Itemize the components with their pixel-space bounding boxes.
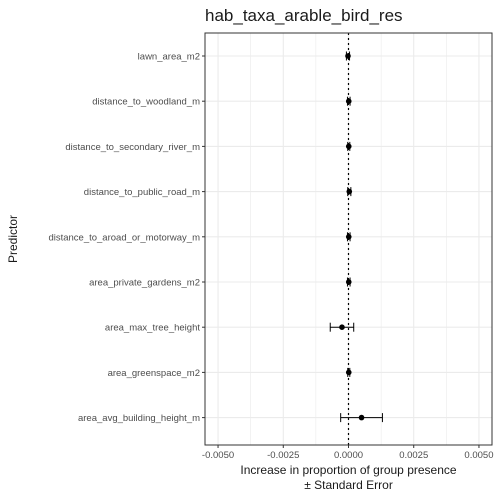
x-tick-label: -0.0025 (267, 450, 299, 461)
x-axis-title-line2: ± Standard Error (304, 478, 393, 492)
y-tick-label: lawn_area_m2 (138, 52, 200, 63)
data-point (345, 234, 352, 240)
y-tick-label: area_avg_building_height_m (78, 413, 200, 424)
y-tick-label: distance_to_aroad_or_motorway_m (48, 232, 200, 243)
data-point (358, 414, 365, 421)
y-axis-title: Predictor (6, 215, 20, 263)
y-tick-labels: lawn_area_m2 distance_to_woodland_mdistan… (48, 52, 205, 424)
data-point (345, 369, 352, 376)
x-axis-title: Increase in proportion of group presence (240, 463, 456, 477)
data-point (345, 53, 351, 59)
y-tick-label: area_max_tree_height (105, 323, 200, 334)
y-tick-label: area_private_gardens_m2 (89, 278, 200, 289)
y-tick-label: distance_to_public_road_m (84, 187, 200, 198)
y-tick-label: distance_to_secondary_river_m (65, 142, 200, 153)
x-tick-label: 0.0000 (334, 450, 363, 461)
data-marks (329, 51, 383, 423)
x-tick-label: 0.0050 (464, 450, 493, 461)
data-point (345, 98, 352, 104)
data-point (346, 188, 353, 195)
chart-title: hab_taxa_arable_bird_res (205, 6, 403, 25)
x-tick-labels: -0.0050 -0.0025 0.0000 0.0025 0.0050 (202, 445, 493, 461)
x-tick-label: -0.0050 (202, 450, 234, 461)
y-tick-label: distance_to_woodland_m (92, 97, 200, 108)
data-point (339, 324, 345, 331)
data-point (345, 279, 352, 285)
data-point (345, 143, 352, 150)
y-tick-label: area_greenspace_m2 (108, 368, 200, 379)
x-tick-label: 0.0025 (399, 450, 428, 461)
